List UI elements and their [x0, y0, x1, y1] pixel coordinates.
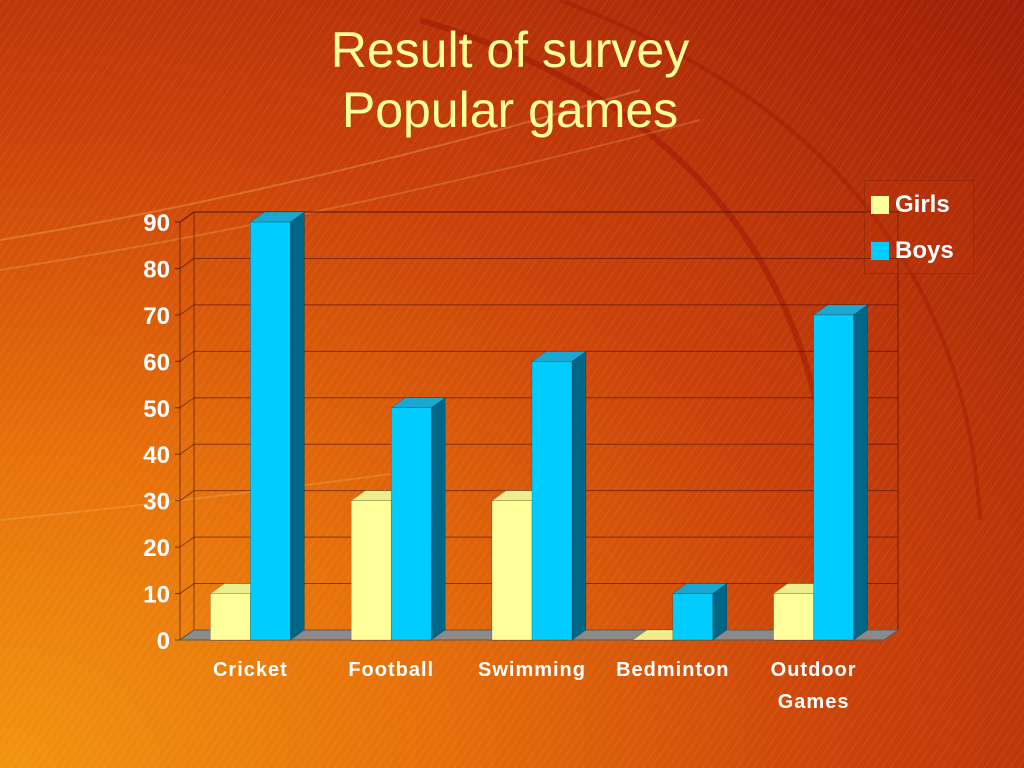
title-line-1: Result of survey: [330, 22, 690, 78]
y-tick-label: 0: [157, 628, 170, 655]
bar-boys: [531, 361, 573, 641]
bar-boys: [390, 407, 432, 641]
bar-girls: [491, 500, 533, 641]
bar-boys: [813, 314, 854, 641]
gridline-side: [179, 583, 195, 594]
y-tick-label: 50: [143, 396, 170, 423]
bar-girls: [210, 593, 251, 641]
y-tick-label: 90: [143, 210, 170, 237]
legend-label-boys: Boys: [895, 237, 954, 264]
gridline-side: [179, 350, 195, 362]
bar-top-boys: [672, 583, 728, 594]
gridline-side: [179, 397, 195, 409]
bar-top-boys: [531, 351, 587, 362]
bar-side-boys: [571, 350, 587, 641]
y-tick-label: 10: [143, 582, 170, 609]
bar-boys: [250, 221, 291, 641]
bar-girls: [773, 593, 814, 641]
x-tick-label-line: Cricket: [213, 659, 288, 681]
y-tick-label: 60: [143, 349, 170, 376]
gridline-side: [179, 211, 195, 223]
bar-top-boys: [812, 304, 869, 316]
y-tick-label: 20: [143, 535, 170, 562]
bar-boys: [672, 593, 714, 641]
gridline-side: [179, 443, 195, 455]
legend-swatch-girls: [871, 196, 889, 214]
y-tick-label: 40: [143, 442, 170, 469]
bar-top-boys: [390, 397, 446, 409]
bar-side-boys: [853, 304, 868, 641]
gridline-side: [179, 490, 195, 502]
bar-side-boys: [430, 397, 446, 641]
y-tick-label: 30: [143, 489, 170, 516]
gridline-side: [179, 536, 195, 548]
bar-girls: [350, 500, 392, 641]
legend-item-girls: Girls: [871, 191, 950, 218]
slide-title: Result of survey Popular games: [200, 20, 820, 140]
x-tick-label: Swimming: [478, 659, 586, 681]
x-tick-label-line: Outdoor: [771, 659, 857, 681]
x-tick-label: Bedminton: [616, 659, 729, 681]
x-tick-label-line: Football: [348, 659, 434, 681]
title-line-2: Popular games: [341, 82, 679, 138]
x-tick-label-line: Bedminton: [616, 659, 729, 681]
gridline-side: [179, 304, 195, 316]
x-tick-label: Cricket: [213, 659, 288, 681]
x-tick-label-line: Games: [778, 691, 850, 713]
bar-top-boys: [249, 211, 306, 223]
chart-legend: Girls Boys: [864, 180, 974, 274]
y-tick-label: 80: [143, 256, 170, 283]
legend-label-girls: Girls: [895, 191, 950, 218]
gridline-side: [179, 258, 195, 269]
x-tick-label: Football: [348, 659, 434, 681]
legend-item-boys: Boys: [871, 237, 954, 264]
y-tick-label: 70: [143, 303, 170, 330]
x-tick-label: Outdoor Games: [771, 659, 857, 713]
x-tick-label-line: Swimming: [478, 659, 586, 681]
legend-swatch-boys: [871, 242, 889, 260]
bar-side-boys: [290, 211, 305, 641]
